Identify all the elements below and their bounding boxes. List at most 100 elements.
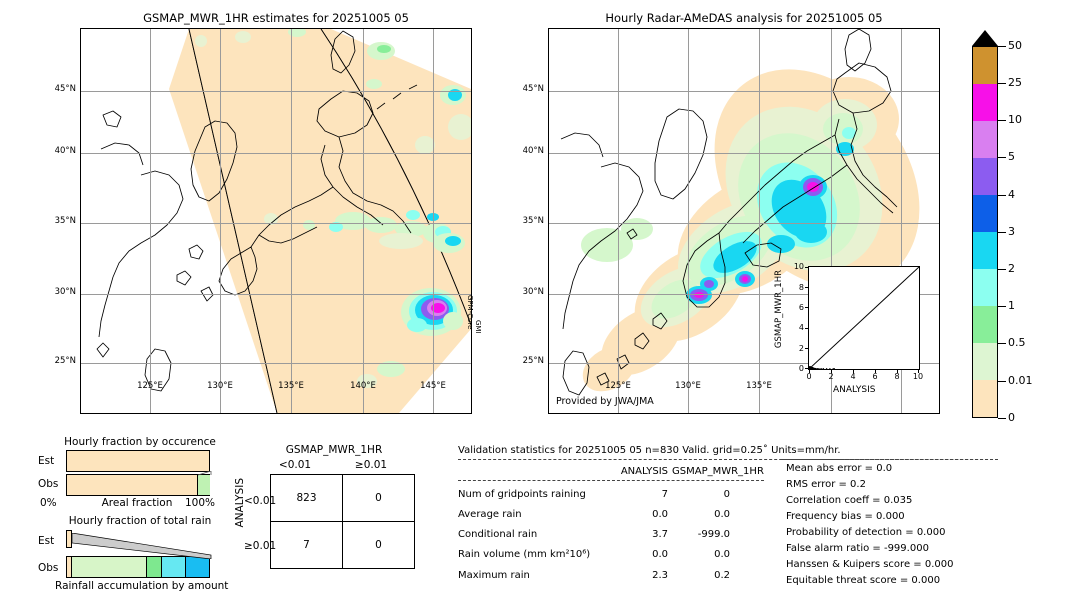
totalrain-row-label-est: Est [38,535,55,547]
sc-xlabel-0: 0 [806,372,812,381]
left-lon-label-125: 125°E [137,381,163,391]
colorbar[interactable]: 50 25 10 5 4 3 2 1 0.5 0.01 0 [968,30,1058,424]
sc-xlabel-8: 8 [894,372,900,381]
cb-band-001-05 [973,343,997,380]
contingency-table[interactable]: 823 0 7 0 [270,474,415,569]
cb-label-0: 0 [1008,411,1015,424]
validation-row-label-4: Maximum rain [458,570,530,581]
gsmap-estimate-map[interactable] [80,28,472,414]
totalrain-bar-obs[interactable] [66,556,210,578]
cb-tick-2 [998,269,1006,270]
scatter-yaxis-title: GSMAP_MWR_1HR [774,270,784,349]
left-lat-label-45: 45°N [54,84,76,94]
validation-rule-top [458,459,998,460]
scatter-plot-inset[interactable] [805,266,920,373]
sc-ylabel-2: 2 [798,344,804,353]
occurrence-connector [197,471,212,476]
left-lon-label-145: 145°E [420,381,446,391]
left-lat-label-35: 35°N [54,216,76,226]
gridline-lon-130 [688,29,689,413]
totalrain-obs-seg-0 [67,557,72,577]
gridline-lon-135 [759,29,760,413]
sc-ytick-10 [805,267,809,268]
sc-xtick-2 [831,369,832,373]
right-lat-label-30: 30°N [522,287,544,297]
sensor-label-platform: GPM-Core [466,295,474,330]
cb-tick-0 [998,418,1006,419]
sc-ylabel-8: 8 [798,283,804,292]
left-panel-title: GSMAP_MWR_1HR estimates for 20251005 05 [143,11,409,25]
cb-tick-10 [998,120,1006,121]
cb-tick-50 [998,46,1006,47]
occurrence-chart-title: Hourly fraction by occurence [64,436,216,448]
validation-row-label-3: Rain volume (mm km²10⁶) [458,549,591,560]
gridline-lon-125 [150,29,151,413]
right-lon-label-130: 130°E [675,381,701,391]
sc-ytick-0 [805,368,809,369]
totalrain-est-seg-0 [66,530,72,548]
sc-xlabel-2: 2 [828,372,834,381]
score-line-0: Mean abs error = 0.0 [786,463,893,474]
table-row: 823 0 [270,474,415,522]
cb-label-5: 5 [1008,150,1015,163]
cb-band-4-5 [973,158,997,195]
cb-band-1-2 [973,269,997,306]
totalrain-connector [71,533,212,559]
occurrence-est-seg-0 [67,451,209,471]
sc-xtick-8 [897,369,898,373]
cb-band-25-50 [973,47,997,84]
validation-col-header-analysis: ANALYSIS [620,466,668,477]
right-lat-label-45: 45°N [522,84,544,94]
sc-xtick-6 [875,369,876,373]
sc-xlabel-10: 10 [912,372,924,381]
occurrence-bar-est[interactable] [66,450,210,472]
contingency-cell-0-1: 0 [342,474,415,522]
validation-row-estimate-4: 0.2 [714,570,730,581]
score-line-5: False alarm ratio = -999.000 [786,543,929,554]
cb-tick-3 [998,232,1006,233]
left-lon-label-140: 140°E [350,381,376,391]
validation-row-estimate-1: 0.0 [714,509,730,520]
left-lon-label-130: 130°E [207,381,233,391]
occurrence-bar-obs[interactable] [66,474,210,496]
sc-xtick-4 [853,369,854,373]
gridline-lon-135 [291,29,292,413]
validation-row-estimate-2: -999.0 [697,529,730,540]
cb-label-50: 50 [1008,39,1022,52]
validation-row-estimate-0: 0 [723,489,730,500]
validation-row-analysis-0: 7 [661,489,668,500]
gridline-lat-25 [81,363,471,364]
cb-band-3-4 [973,195,997,232]
colorbar-strip [972,46,998,418]
cb-label-10: 10 [1008,113,1022,126]
cb-label-25: 25 [1008,76,1022,89]
gridline-lon-125 [618,29,619,413]
gridline-lon-140 [831,29,832,413]
left-map-graphic [81,29,471,413]
scatter-points [809,366,835,369]
sc-ylabel-6: 6 [798,303,804,312]
contingency-cell-0-0: 823 [270,474,343,522]
validation-row-analysis-2: 3.7 [652,529,668,540]
provider-label: Provided by JWA/JMA [556,396,654,407]
gridline-lat-25 [549,363,939,364]
sc-ytick-8 [805,287,809,288]
scatter-graphic [809,267,919,369]
gridline-lat-40 [81,153,471,154]
cb-band-10-25 [973,84,997,121]
validation-col-header-estimate: GSMAP_MWR_1HR [672,466,764,477]
gridline-lat-30 [549,294,939,295]
right-panel-title: Hourly Radar-AMeDAS analysis for 2025100… [605,11,883,25]
totalrain-axis-title: Rainfall accumulation by amount [55,580,229,592]
totalrain-obs-seg-4 [186,557,209,577]
occurrence-axis-left: 0% [40,497,57,509]
table-row: 7 0 [270,521,415,569]
sensor-label-instrument: GMI [474,320,482,334]
occurrence-axis-right: 100% [185,497,216,509]
right-lon-label-135: 135°E [746,381,772,391]
gridline-lon-145 [901,29,902,413]
validation-row-analysis-3: 0.0 [652,549,668,560]
left-lat-label-40: 40°N [54,146,76,156]
right-lon-label-125: 125°E [605,381,631,391]
validation-row-label-2: Conditional rain [458,529,538,540]
